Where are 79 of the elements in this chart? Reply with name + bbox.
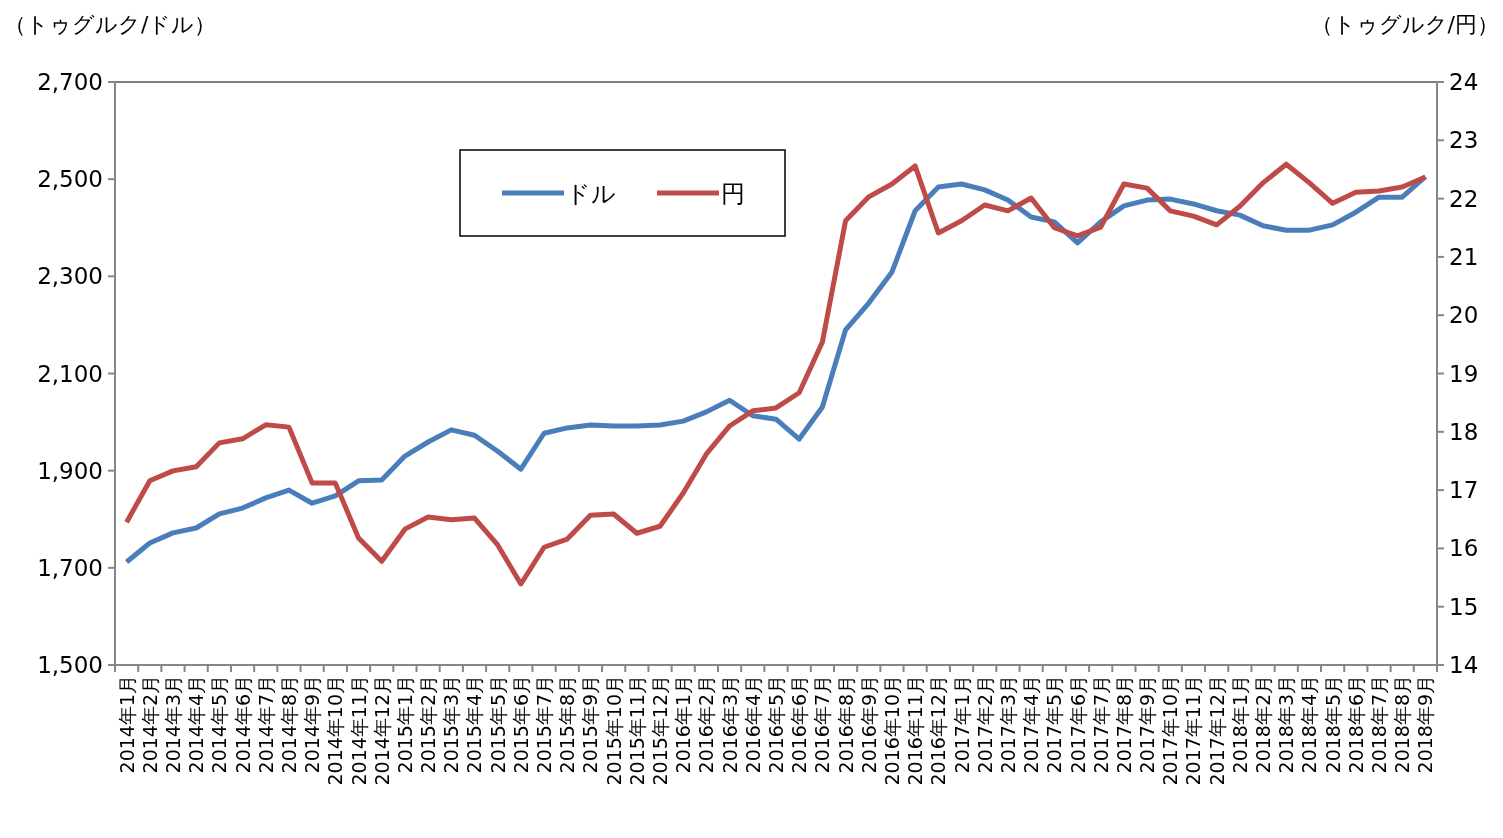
x-tick-label: 2017年1月: [950, 675, 973, 774]
x-tick-label: 2018年6月: [1344, 675, 1367, 774]
y-tick-label: 1,500: [37, 652, 103, 678]
x-tick-label: 2016年9月: [857, 675, 880, 774]
x-tick-label: 2018年3月: [1275, 675, 1298, 774]
y-tick-label: 1,700: [37, 554, 103, 581]
x-tick-label: 2018年4月: [1298, 675, 1321, 774]
x-tick-label: 2015年1月: [393, 675, 416, 774]
x-tick-label: 2016年6月: [788, 675, 811, 774]
legend-label: 円: [721, 180, 745, 208]
x-tick-label: 2017年9月: [1136, 675, 1159, 774]
y-axis-title: （トゥグルク/ドル）: [4, 12, 217, 37]
x-tick-label: 2016年4月: [741, 675, 764, 774]
x-tick-label: 2017年3月: [996, 675, 1019, 774]
x-tick-label: 2018年2月: [1252, 675, 1275, 774]
y2-axis-title: （トゥグルク/円）: [1310, 12, 1499, 37]
y2-tick-label: 21: [1449, 243, 1479, 270]
x-tick-label: 2017年2月: [973, 675, 996, 774]
x-tick-label: 2014年8月: [277, 675, 300, 774]
x-tick-label: 2015年4月: [463, 675, 486, 774]
x-tick-label: 2014年2月: [138, 675, 161, 774]
y-tick-label: 2,700: [37, 69, 103, 95]
legend-label: ドル: [566, 180, 616, 208]
x-tick-label: 2017年8月: [1112, 675, 1135, 774]
x-tick-label: 2014年11月: [347, 675, 370, 786]
x-tick-label: 2015年11月: [625, 675, 648, 786]
x-tick-label: 2014年3月: [161, 675, 184, 774]
y-tick-label: 2,500: [37, 166, 103, 193]
y-tick-label: 1,900: [37, 457, 103, 484]
y-tick-label: 2,100: [37, 360, 103, 387]
x-tick-label: 2014年7月: [254, 675, 277, 774]
x-tick-label: 2015年8月: [556, 675, 579, 774]
y2-tick-label: 14: [1449, 652, 1479, 678]
y-tick-label: 2,300: [37, 263, 103, 290]
x-tick-label: 2018年7月: [1368, 675, 1391, 774]
x-tick-label: 2017年6月: [1066, 675, 1089, 774]
x-tick-label: 2017年12月: [1205, 675, 1228, 786]
x-tick-label: 2014年10月: [324, 675, 347, 786]
x-tick-label: 2015年2月: [417, 675, 440, 774]
x-tick-label: 2014年1月: [115, 675, 138, 774]
y2-tick-label: 19: [1449, 360, 1479, 387]
x-tick-label: 2014年5月: [208, 675, 231, 774]
x-tick-label: 2018年8月: [1391, 675, 1414, 774]
x-tick-label: 2018年9月: [1414, 675, 1437, 774]
x-tick-label: 2017年11月: [1182, 675, 1205, 786]
x-tick-label: 2016年7月: [811, 675, 834, 774]
y2-tick-label: 20: [1449, 302, 1479, 329]
x-tick-label: 2015年3月: [440, 675, 463, 774]
x-tick-label: 2017年5月: [1043, 675, 1066, 774]
x-tick-label: 2015年6月: [509, 675, 532, 774]
y2-tick-label: 16: [1449, 535, 1479, 562]
x-tick-label: 2014年9月: [301, 675, 324, 774]
y2-tick-label: 24: [1449, 69, 1479, 95]
x-tick-label: 2016年12月: [927, 675, 950, 786]
x-tick-label: 2016年5月: [765, 675, 787, 774]
x-tick-label: 2016年2月: [695, 675, 718, 774]
y2-tick-label: 17: [1449, 477, 1479, 504]
x-tick-label: 2016年11月: [904, 675, 927, 786]
x-tick-label: 2016年10月: [880, 675, 903, 786]
x-tick-label: 2015年5月: [486, 675, 509, 774]
x-tick-label: 2016年1月: [672, 675, 695, 774]
x-tick-label: 2017年4月: [1020, 675, 1043, 774]
x-tick-label: 2018年1月: [1228, 675, 1251, 774]
x-tick-label: 2014年6月: [231, 675, 254, 774]
x-tick-label: 2015年7月: [533, 675, 556, 774]
y2-tick-label: 15: [1449, 593, 1479, 620]
x-tick-label: 2015年12月: [649, 675, 672, 786]
x-tick-label: 2017年7月: [1089, 675, 1112, 774]
x-tick-label: 2014年4月: [185, 675, 208, 774]
x-tick-label: 2014年12月: [370, 675, 393, 786]
y2-tick-label: 23: [1449, 127, 1479, 154]
x-tick-label: 2016年8月: [834, 675, 857, 774]
x-tick-label: 2018年5月: [1321, 675, 1344, 774]
x-tick-label: 2015年10月: [602, 675, 625, 786]
x-tick-label: 2015年9月: [579, 675, 602, 774]
y2-tick-label: 18: [1449, 418, 1479, 445]
y2-tick-label: 22: [1449, 185, 1479, 212]
x-tick-label: 2017年10月: [1159, 675, 1182, 786]
x-tick-label: 2016年3月: [718, 675, 741, 774]
